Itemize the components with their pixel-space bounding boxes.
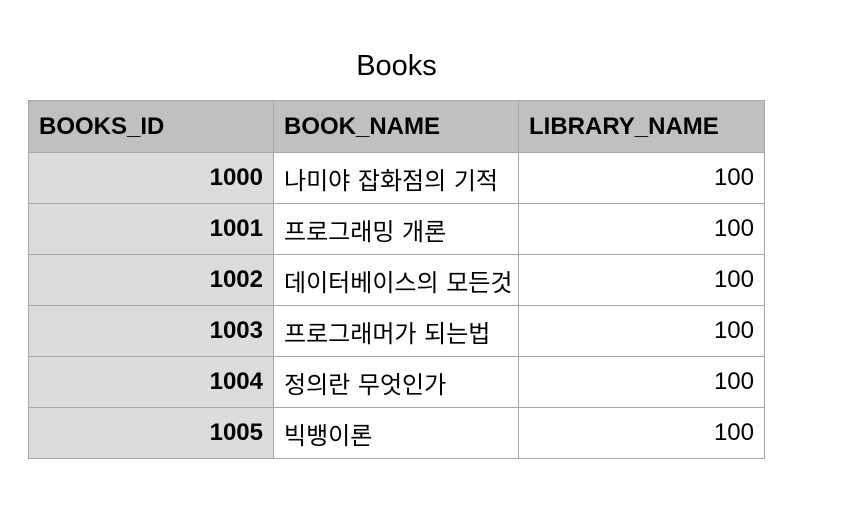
header-row: BOOKS_ID BOOK_NAME LIBRARY_NAME	[28, 100, 765, 153]
column-header-library-name[interactable]: LIBRARY_NAME	[518, 100, 765, 153]
table-row: 1003 프로그래머가 되는법 100	[28, 305, 765, 357]
cell-books-id[interactable]: 1000	[28, 152, 274, 204]
table-title: Books	[356, 50, 437, 82]
table-row: 1002 데이터베이스의 모든것 100	[28, 254, 765, 306]
cell-book-name[interactable]: 프로그래머가 되는법	[273, 305, 519, 357]
cell-book-name[interactable]: 나미야 잡화점의 기적	[273, 152, 519, 204]
cell-book-name[interactable]: 빅뱅이론	[273, 407, 519, 459]
cell-books-id[interactable]: 1004	[28, 356, 274, 408]
cell-books-id[interactable]: 1001	[28, 203, 274, 255]
cell-book-name[interactable]: 프로그래밍 개론	[273, 203, 519, 255]
cell-library-name[interactable]: 100	[518, 407, 765, 459]
cell-library-name[interactable]: 100	[518, 356, 765, 408]
cell-library-name[interactable]: 100	[518, 203, 765, 255]
cell-library-name[interactable]: 100	[518, 152, 765, 204]
cell-books-id[interactable]: 1003	[28, 305, 274, 357]
table-row: 1004 정의란 무엇인가 100	[28, 356, 765, 408]
cell-books-id[interactable]: 1005	[28, 407, 274, 459]
cell-book-name[interactable]: 데이터베이스의 모든것	[273, 254, 519, 306]
cell-library-name[interactable]: 100	[518, 305, 765, 357]
cell-book-name[interactable]: 정의란 무엇인가	[273, 356, 519, 408]
cell-library-name[interactable]: 100	[518, 254, 765, 306]
table-row: 1000 나미야 잡화점의 기적 100	[28, 152, 765, 204]
books-table: BOOKS_ID BOOK_NAME LIBRARY_NAME 1000 나미야…	[28, 100, 765, 459]
cell-books-id[interactable]: 1002	[28, 254, 274, 306]
column-header-books-id[interactable]: BOOKS_ID	[28, 100, 274, 153]
table-row: 1005 빅뱅이론 100	[28, 407, 765, 459]
column-header-book-name[interactable]: BOOK_NAME	[273, 100, 519, 153]
table-row: 1001 프로그래밍 개론 100	[28, 203, 765, 255]
